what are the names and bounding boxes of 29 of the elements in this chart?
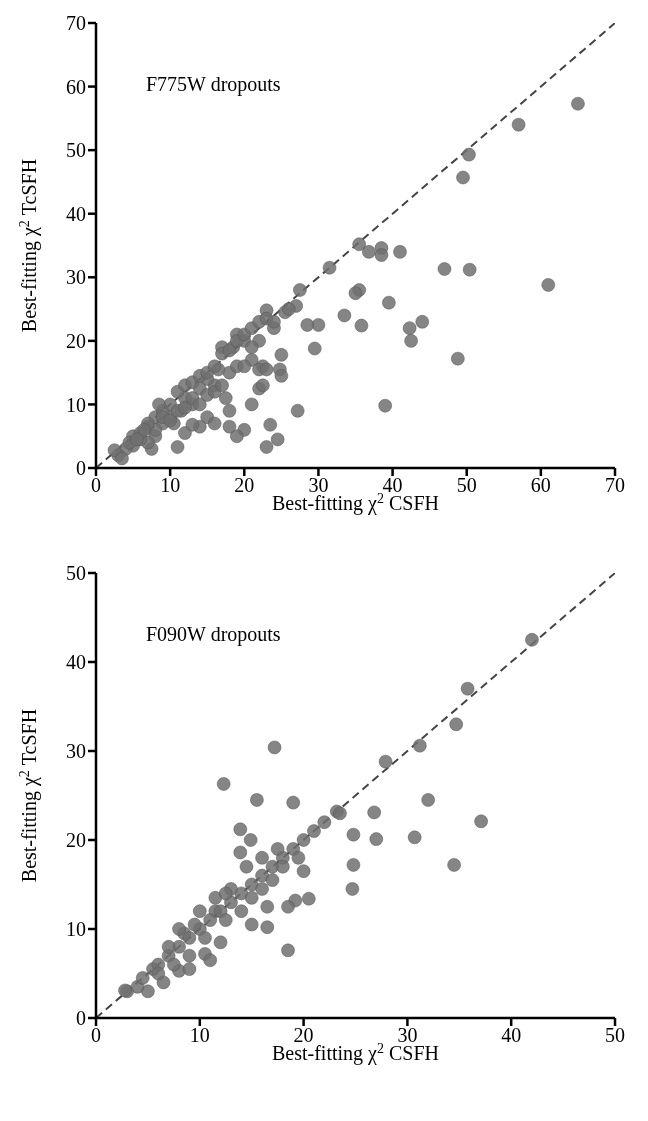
- x-tick-label: 10: [189, 1024, 210, 1047]
- x-tick-label: 40: [382, 474, 403, 497]
- x-tick-label: 0: [91, 474, 101, 497]
- y-tick-label: 50: [66, 139, 86, 162]
- x-tick-label: 0: [91, 1024, 101, 1047]
- x-tick-label: 20: [293, 1024, 314, 1047]
- y-tick-label: 40: [66, 202, 86, 225]
- y-tick-label: 70: [66, 12, 86, 35]
- x-tick-label: 60: [530, 474, 551, 497]
- y-tick-label: 10: [66, 393, 86, 416]
- annotation: F775W dropouts: [146, 73, 281, 96]
- x-tick-label: 50: [456, 474, 477, 497]
- y-tick-label: 50: [66, 562, 86, 585]
- y-tick-label: 10: [66, 918, 86, 941]
- x-tick-label: 70: [605, 474, 625, 497]
- x-tick-label: 30: [397, 1024, 418, 1047]
- y-tick-label: 20: [66, 329, 86, 352]
- x-tick-label: 20: [234, 474, 255, 497]
- y-tick-label: 30: [66, 740, 86, 763]
- x-tick-label: 40: [501, 1024, 522, 1047]
- y-tick-label: 60: [66, 75, 86, 98]
- y-tick-label: 20: [66, 829, 86, 852]
- y-tick-label: 0: [76, 1007, 86, 1030]
- x-tick-label: 10: [160, 474, 181, 497]
- annotation: F090W dropouts: [146, 623, 281, 646]
- y-tick-label: 40: [66, 651, 86, 674]
- y-tick-label: 30: [66, 266, 86, 289]
- x-tick-label: 50: [605, 1024, 625, 1047]
- y-tick-label: 0: [76, 457, 86, 480]
